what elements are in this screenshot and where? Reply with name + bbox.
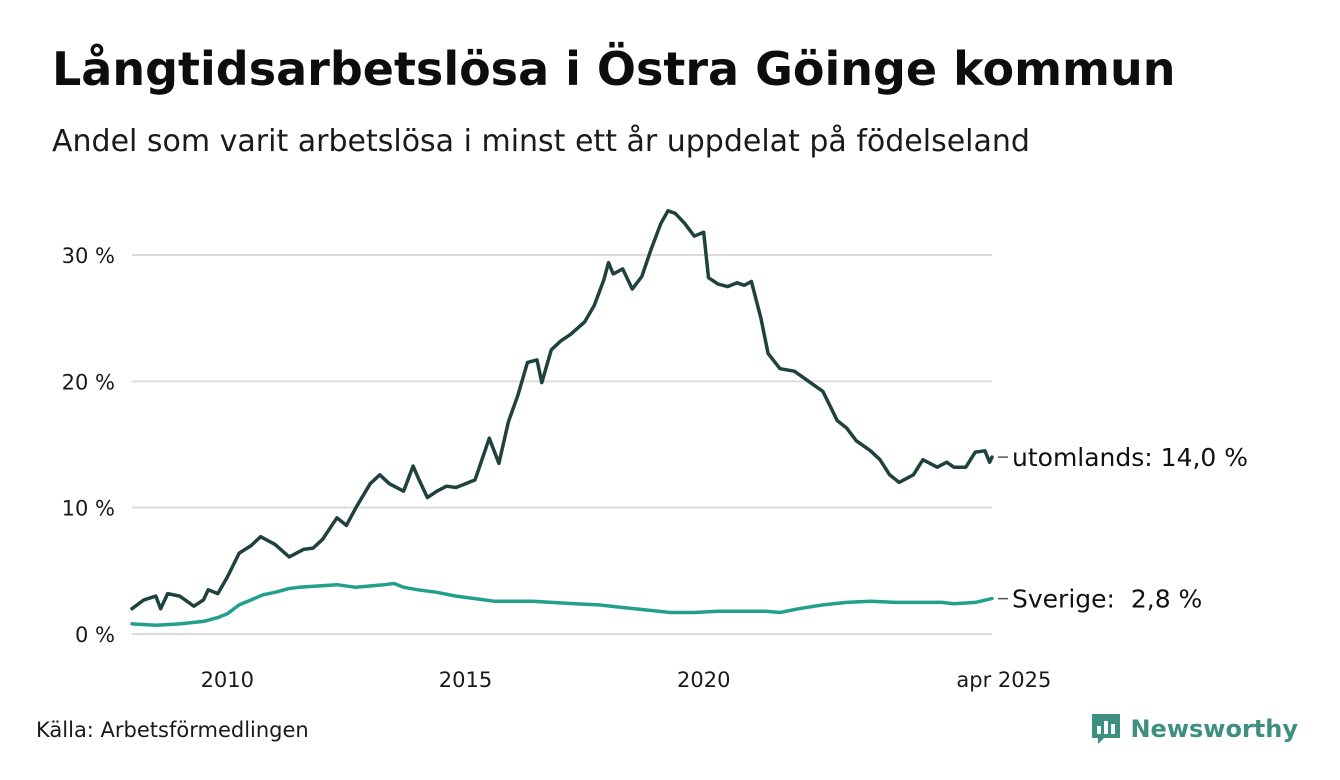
- newsworthy-logo-icon: [1092, 714, 1121, 744]
- y-tick-label: 30 %: [62, 244, 115, 268]
- y-tick-label: 20 %: [62, 370, 115, 394]
- chart-series: [130, 209, 994, 627]
- x-tick-label: 2015: [439, 668, 492, 692]
- series-end-label: utomlands: 14,0 %: [1012, 443, 1248, 472]
- x-tick-label: 2020: [677, 668, 730, 692]
- y-tick-label: 0 %: [75, 623, 115, 647]
- series-end-labels: utomlands: 14,0 % Sverige: 2,8 %: [998, 443, 1248, 614]
- series-line-utomlands: [130, 209, 994, 611]
- series-line-sverige: [130, 581, 994, 627]
- series-end-label: Sverige: 2,8 %: [1012, 585, 1202, 614]
- chart-subtitle: Andel som varit arbetslösa i minst ett å…: [52, 124, 1030, 159]
- x-axis: 2010 2015 2020 apr 2025: [201, 668, 1052, 692]
- brand-name: Newsworthy: [1130, 715, 1298, 743]
- x-tick-label: apr 2025: [956, 668, 1051, 692]
- brand-logo: Newsworthy: [1090, 712, 1298, 746]
- source-note: Källa: Arbetsförmedlingen: [36, 718, 309, 742]
- chart-gridlines: [132, 254, 992, 635]
- x-tick-label: 2010: [201, 668, 254, 692]
- y-tick-label: 10 %: [62, 497, 115, 521]
- y-axis: 0 % 10 % 20 % 30 %: [62, 244, 115, 647]
- chart-title: Långtidsarbetslösa i Östra Göinge kommun: [52, 42, 1176, 96]
